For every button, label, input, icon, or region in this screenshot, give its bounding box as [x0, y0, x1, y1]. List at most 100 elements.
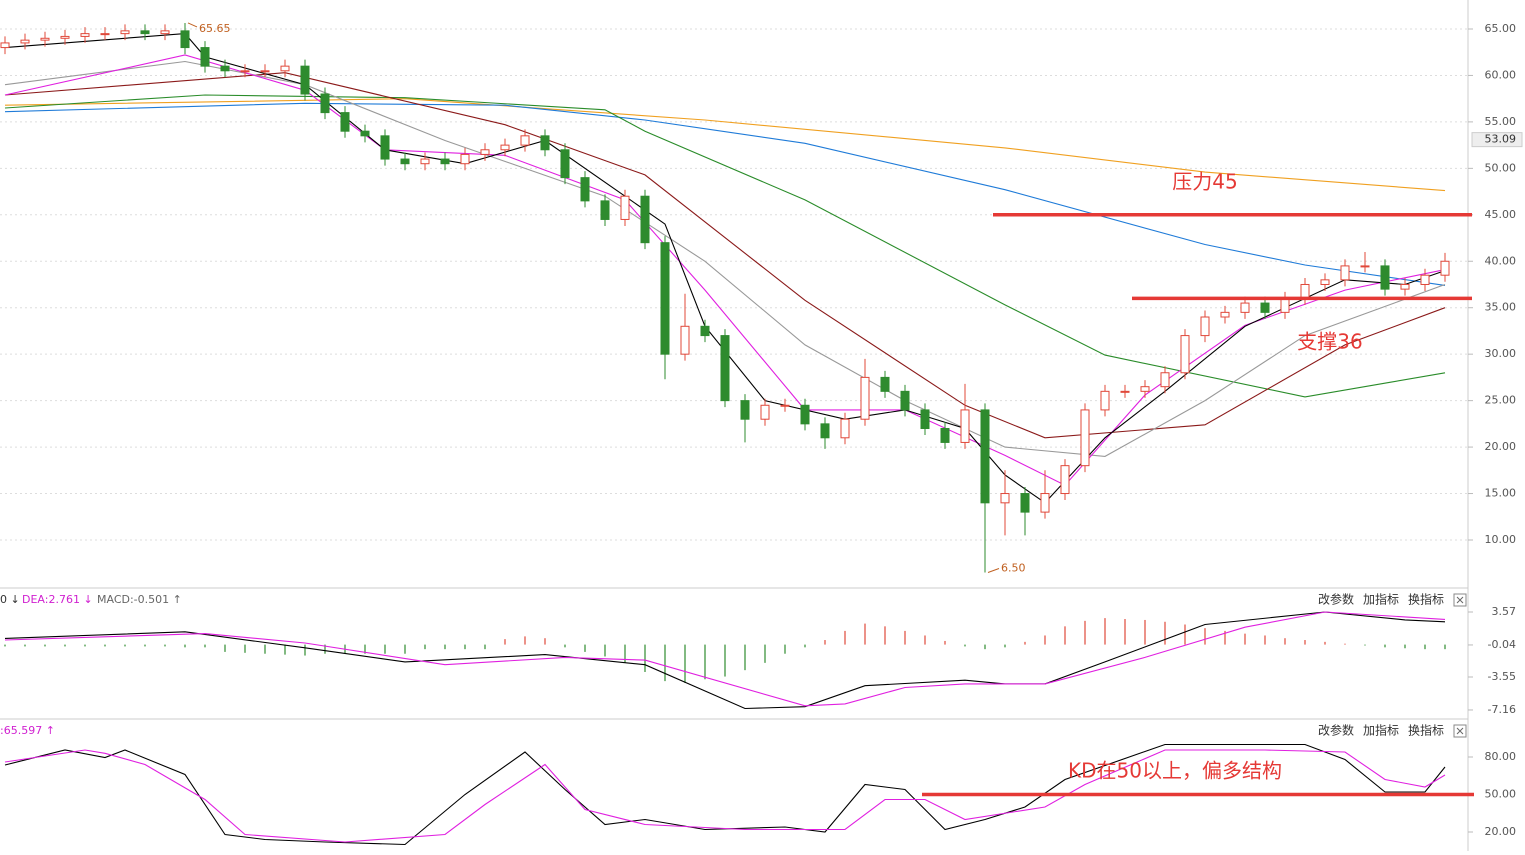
- indicator-legend: DEA:2.761 ↓: [22, 593, 93, 606]
- indicator-line: [4, 102, 1446, 286]
- y-tick-label: 40.00: [1485, 254, 1517, 267]
- y-tick-label: 10.00: [1485, 533, 1517, 546]
- candle-body: [180, 30, 190, 49]
- candle-body: [760, 404, 770, 420]
- candle-body: [300, 65, 310, 95]
- note-arrow: [987, 568, 1000, 573]
- indicator-legend: 0 ↓: [0, 593, 20, 606]
- level-label: 支撑36: [1297, 330, 1362, 354]
- candle-body: [140, 30, 150, 35]
- candle-body: [940, 427, 950, 443]
- candle-body: [1340, 265, 1350, 281]
- indicator-legend: MACD:-0.501 ↑: [97, 593, 182, 606]
- candle-body: [1000, 493, 1010, 504]
- candle-body: [280, 65, 290, 72]
- candle-body: [200, 47, 210, 67]
- y-tick-label: 55.00: [1485, 115, 1517, 128]
- y-tick-label: 50.00: [1485, 788, 1517, 801]
- candle-body: [240, 70, 250, 73]
- y-tick-label: 35.00: [1485, 301, 1517, 314]
- candle-body: [1060, 465, 1070, 495]
- candle-body: [1140, 386, 1150, 392]
- close-button[interactable]: [1453, 593, 1467, 607]
- y-tick-label: 45.00: [1485, 208, 1517, 221]
- y-tick-label: -3.55: [1488, 670, 1516, 683]
- candle-body: [1400, 283, 1410, 290]
- candle-body: [780, 404, 790, 407]
- candle-body: [1220, 311, 1230, 318]
- candle-body: [840, 418, 850, 439]
- candle-body: [1420, 274, 1430, 285]
- y-tick-label: 25.00: [1485, 394, 1517, 407]
- candle-body: [100, 33, 110, 36]
- candle-body: [640, 195, 650, 244]
- candle-body: [580, 177, 590, 202]
- toolbar-button[interactable]: 换指标: [1408, 723, 1444, 738]
- candle-body: [220, 65, 230, 72]
- close-button[interactable]: [1453, 724, 1467, 738]
- candle-body: [360, 130, 370, 137]
- candle-body: [1020, 493, 1030, 513]
- last-price-box: [1471, 132, 1523, 148]
- candle-body: [480, 149, 490, 155]
- indicator-line: [4, 611, 1446, 710]
- toolbar-button[interactable]: 加指标: [1363, 592, 1399, 607]
- candle-body: [400, 158, 410, 165]
- candle-body: [1100, 390, 1110, 411]
- y-tick-label: 20.00: [1485, 440, 1517, 453]
- candle-body: [800, 404, 810, 425]
- candle-body: [960, 409, 970, 443]
- level-label: KD在50以上，偏多结构: [1068, 759, 1282, 783]
- candle-body: [40, 37, 50, 41]
- candle-body: [1440, 260, 1450, 276]
- candle-body: [500, 144, 510, 151]
- candle-body: [1360, 265, 1370, 268]
- candle-body: [440, 158, 450, 165]
- low-note: 6.50: [1001, 562, 1026, 575]
- indicator-line: [4, 743, 1446, 846]
- candle-body: [600, 200, 610, 220]
- candle-body: [740, 400, 750, 420]
- candle-body: [560, 149, 570, 179]
- candle-body: [860, 376, 870, 420]
- candle-body: [80, 33, 90, 37]
- indicator-line: [4, 72, 1446, 439]
- candle-body: [320, 93, 330, 114]
- candle-body: [1120, 390, 1130, 393]
- y-tick-label: 15.00: [1485, 487, 1517, 500]
- toolbar-button[interactable]: 换指标: [1408, 592, 1444, 607]
- indicator-line: [4, 749, 1446, 843]
- candle-body: [120, 30, 130, 35]
- note-arrow: [187, 22, 198, 28]
- toolbar-button[interactable]: 加指标: [1363, 723, 1399, 738]
- y-tick-label: 50.00: [1485, 161, 1517, 174]
- candle-body: [680, 325, 690, 355]
- candle-body: [1320, 279, 1330, 285]
- y-tick-label: 30.00: [1485, 347, 1517, 360]
- candle-body: [1040, 493, 1050, 513]
- candle-body: [700, 325, 710, 337]
- candle-body: [20, 39, 30, 44]
- candle-body: [160, 30, 170, 35]
- candle-body: [1160, 372, 1170, 388]
- indicator-line: [4, 98, 1446, 192]
- candle-body: [720, 335, 730, 402]
- candle-body: [980, 409, 990, 504]
- candle-body: [1240, 302, 1250, 313]
- y-tick-label: 80.00: [1485, 750, 1517, 763]
- candle-body: [260, 70, 270, 73]
- candle-body: [1180, 335, 1190, 374]
- high-note: 65.65: [199, 22, 231, 35]
- candle-body: [920, 409, 930, 429]
- y-tick-label: 65.00: [1485, 22, 1517, 35]
- y-tick-label: -7.16: [1488, 703, 1516, 716]
- last-price: 53.09: [1485, 133, 1517, 146]
- candle-body: [900, 390, 910, 411]
- toolbar-button[interactable]: 改参数: [1318, 592, 1354, 607]
- candle-body: [660, 242, 670, 355]
- toolbar-button[interactable]: 改参数: [1318, 723, 1354, 738]
- level-label: 压力45: [1172, 170, 1237, 194]
- indicator-line: [4, 611, 1446, 707]
